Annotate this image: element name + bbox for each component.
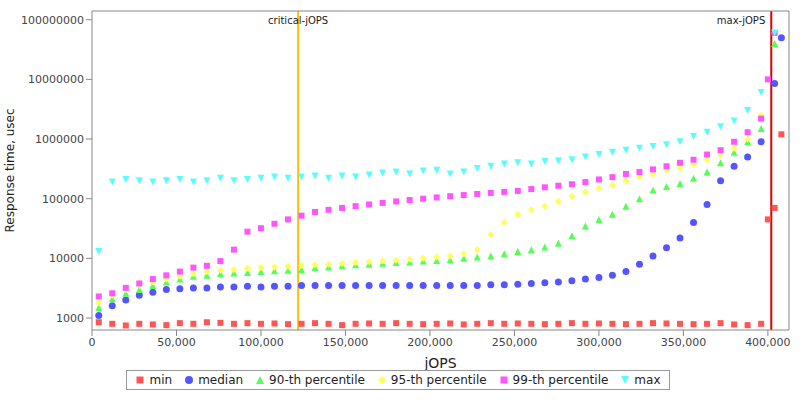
svg-text:max-jOPS: max-jOPS (717, 15, 765, 26)
svg-text:200,000: 200,000 (407, 336, 453, 349)
html-text:99-th percentile: 99-th percentile (512, 373, 609, 387)
svg-text:300,000: 300,000 (576, 336, 622, 349)
svg-text:350,000: 350,000 (661, 336, 707, 349)
svg-text:1000: 1000 (56, 312, 84, 325)
svg-text:jOPS: jOPS (423, 355, 456, 371)
svg-text:0: 0 (89, 336, 96, 349)
svg-text:250,000: 250,000 (492, 336, 538, 349)
svg-text:150,000: 150,000 (323, 336, 369, 349)
svg-text:1000000: 1000000 (35, 133, 84, 146)
html-text:min: min (149, 373, 173, 387)
svg-text:50,000: 50,000 (157, 336, 196, 349)
svg-text:100000: 100000 (42, 193, 84, 206)
svg-text:100000000: 100000000 (21, 14, 84, 27)
svg-text:10000: 10000 (49, 252, 84, 265)
html-text:90-th percentile: 90-th percentile (269, 373, 365, 387)
html-text:max: max (634, 373, 661, 387)
svg-text:critical-jOPS: critical-jOPS (268, 15, 328, 26)
svg-text:Response time, usec: Response time, usec (8, 108, 17, 232)
html-text:median: median (198, 373, 244, 387)
html-text:95-th percentile: 95-th percentile (390, 373, 487, 387)
svg-text:10000000: 10000000 (28, 73, 84, 86)
svg-text:100,000: 100,000 (238, 336, 284, 349)
svg-text:400,000: 400,000 (745, 336, 791, 349)
